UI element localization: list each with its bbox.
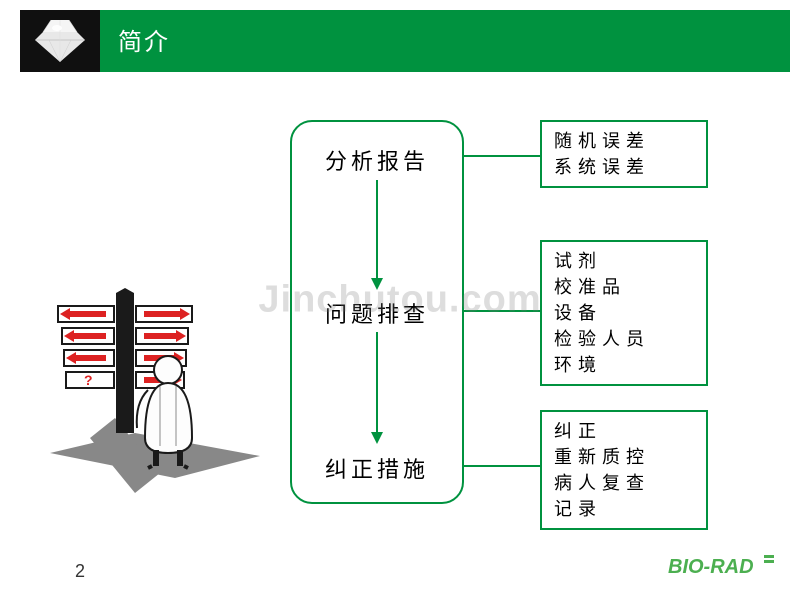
arrow-down-icon [369, 332, 385, 444]
side-line: 检验人员 [554, 326, 694, 352]
flow-node-corrective-action: 纠正措施 [292, 452, 462, 484]
side-line: 系统误差 [554, 154, 694, 180]
arrow-down-icon [369, 180, 385, 290]
connector-line [462, 465, 540, 467]
connector-line [462, 155, 540, 157]
flow-node-analysis-report: 分析报告 [292, 144, 462, 176]
slide-title: 简介 [118, 22, 170, 57]
logo-text: BIO-RAD [668, 556, 754, 578]
flow-node-troubleshoot: 问题排查 [292, 297, 462, 329]
side-line: 校准品 [554, 274, 694, 300]
side-line: 随机误差 [554, 128, 694, 154]
svg-text:?: ? [84, 372, 93, 388]
diamond-icon [35, 20, 85, 62]
flow-diagram: 分析报告 问题排查 纠正措施 随机误差 系统误差 试剂 校准品 设备 检验人员 [280, 120, 780, 540]
side-line: 病人复查 [554, 470, 694, 496]
side-box-actions: 纠正 重新质控 病人复查 记录 [540, 410, 708, 530]
header-bar: 简介 [100, 10, 790, 72]
side-line: 试剂 [554, 248, 694, 274]
side-line: 重新质控 [554, 444, 694, 470]
flow-column: 分析报告 问题排查 纠正措施 [290, 120, 464, 504]
connector-line [462, 310, 540, 312]
side-line: 记录 [554, 496, 694, 522]
side-box-factors: 试剂 校准品 设备 检验人员 环境 [540, 240, 708, 386]
side-line: 环境 [554, 352, 694, 378]
side-box-errors: 随机误差 系统误差 [540, 120, 708, 188]
slide-icon-box [20, 10, 100, 72]
side-line: 设备 [554, 300, 694, 326]
crossroads-illustration: ? [40, 288, 270, 498]
brand-logo: BIO-RAD [668, 551, 778, 586]
page-number: 2 [75, 561, 85, 582]
side-line: 纠正 [554, 418, 694, 444]
